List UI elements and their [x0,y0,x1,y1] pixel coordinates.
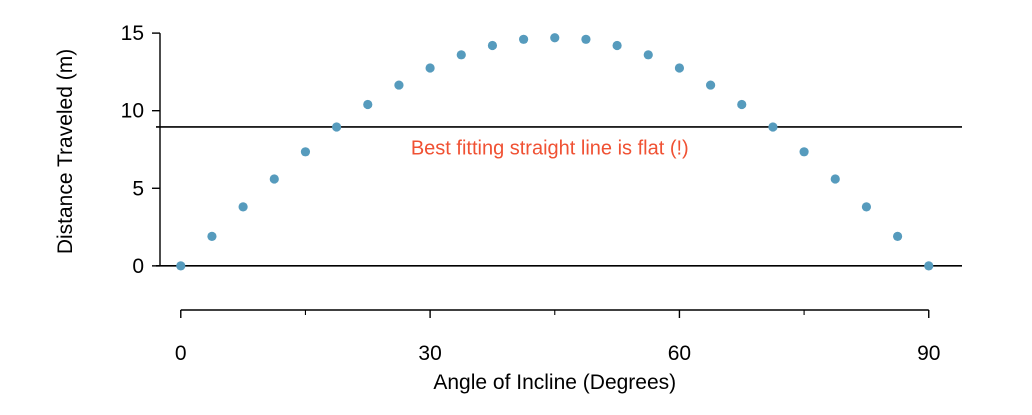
data-point [799,147,809,157]
data-point [892,231,903,241]
data-point [861,202,872,212]
y-tick-label: 10 [121,100,144,123]
x-tick-label: 60 [668,342,691,365]
x-axis: 0 30 60 90 [175,309,940,365]
data-point [612,40,622,51]
data-point [674,63,685,73]
y-tick-label: 0 [132,255,144,278]
data-point [176,261,186,271]
x-tick-label: 90 [917,342,940,365]
data-point [581,34,591,44]
data-point [550,33,560,43]
data-point [737,99,747,110]
data-point [830,174,840,184]
data-point [768,122,778,132]
data-point [519,34,529,44]
data-point [238,202,248,212]
data-point [207,231,217,241]
y-tick-label: 5 [132,177,144,200]
data-point [332,122,342,132]
x-tick-label: 30 [418,342,441,365]
y-axis-label: Distance Traveled (m) [54,49,77,254]
data-point [924,261,934,271]
x-tick-label: 0 [175,342,187,365]
data-point [363,99,373,110]
data-point [269,174,279,184]
data-point [300,147,311,157]
data-points [176,33,934,271]
y-axis: 0 5 10 15 [121,22,161,278]
x-axis-label: Angle of Incline (Degrees) [433,371,676,394]
data-point [456,50,466,60]
annotation-label: Best fitting straight line is flat (!) [411,137,689,159]
data-point [487,40,498,51]
reference-lines [156,126,962,267]
y-tick-label: 15 [121,22,144,45]
data-point [705,80,716,90]
data-point [643,50,653,60]
data-point [394,80,404,90]
data-point [425,63,435,73]
